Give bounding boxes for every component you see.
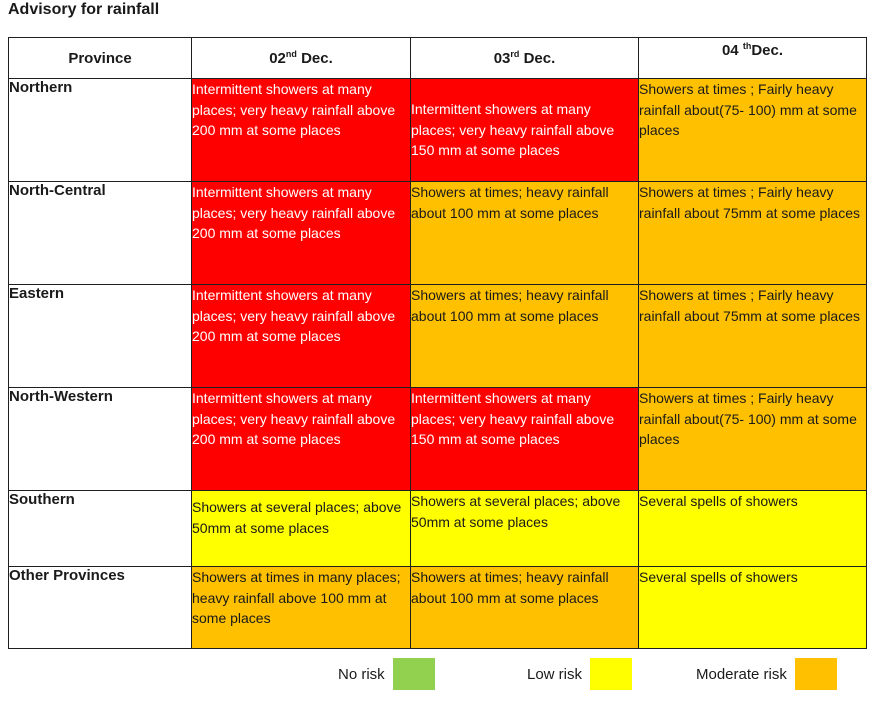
table-row-other-provinces: Other Provinces Showers at times in many…	[8, 566, 867, 649]
legend-label: Moderate risk	[696, 665, 787, 683]
province-name: Eastern	[8, 284, 192, 388]
advisory-cell: Showers at times; heavy rainfall about 1…	[410, 181, 639, 285]
header-date-04: 04 thDec.	[638, 37, 867, 79]
table-row-eastern: Eastern Intermittent showers at many pla…	[8, 284, 867, 388]
advisory-cell: Showers at several places; above 50mm at…	[191, 490, 411, 567]
legend-swatch-no-risk	[392, 658, 435, 690]
province-name: Northern	[8, 78, 192, 182]
advisory-cell: Showers at times in many places; heavy r…	[191, 566, 411, 649]
advisory-cell: Showers at times ; Fairly heavy rainfall…	[638, 284, 867, 388]
page-title: Advisory for rainfall	[8, 1, 160, 18]
rainfall-advisory-table: Province 02nd Dec. 03rd Dec. 04 thDec. N…	[8, 37, 867, 649]
province-name: Other Provinces	[8, 566, 192, 649]
legend-label: No risk	[338, 665, 385, 683]
advisory-cell: Several spells of showers	[638, 490, 867, 567]
legend-moderate-risk: Moderate risk	[696, 656, 837, 692]
advisory-cell: Intermittent showers at many places; ver…	[191, 387, 411, 491]
province-name: North-Central	[8, 181, 192, 285]
header-date-03: 03rd Dec.	[410, 37, 639, 79]
advisory-cell: Showers at times ; Fairly heavy rainfall…	[638, 181, 867, 285]
header-row: Province 02nd Dec. 03rd Dec. 04 thDec.	[8, 37, 867, 79]
advisory-cell: Showers at times; heavy rainfall about 1…	[410, 566, 639, 649]
header-date-02: 02nd Dec.	[191, 37, 411, 79]
header-province: Province	[8, 37, 192, 79]
province-name: Southern	[8, 490, 192, 567]
advisory-cell: Several spells of showers	[638, 566, 867, 649]
legend-no-risk: No risk	[338, 656, 435, 692]
legend-label: Low risk	[527, 665, 583, 683]
legend-low-risk: Low risk	[527, 656, 633, 692]
advisory-cell: Showers at times ; Fairly heavy rainfall…	[638, 78, 867, 182]
table-row-north-western: North-Western Intermittent showers at ma…	[8, 387, 867, 491]
table-row-southern: Southern Showers at several places; abov…	[8, 490, 867, 567]
advisory-cell: Intermittent showers at many places; ver…	[191, 284, 411, 388]
advisory-cell: Showers at times; heavy rainfall about 1…	[410, 284, 639, 388]
province-name: North-Western	[8, 387, 192, 491]
advisory-cell: Intermittent showers at many places; ver…	[410, 78, 639, 182]
advisory-cell: Showers at several places; above 50mm at…	[410, 490, 639, 567]
advisory-cell: Intermittent showers at many places; ver…	[191, 181, 411, 285]
advisory-cell: Intermittent showers at many places; ver…	[191, 78, 411, 182]
advisory-cell: Showers at times ; Fairly heavy rainfall…	[638, 387, 867, 491]
table-row-northern: Northern Intermittent showers at many pl…	[8, 78, 867, 182]
legend-swatch-moderate-risk	[794, 658, 837, 690]
legend-swatch-low-risk	[590, 658, 633, 690]
advisory-cell: Intermittent showers at many places; ver…	[410, 387, 639, 491]
table-row-north-central: North-Central Intermittent showers at ma…	[8, 181, 867, 285]
